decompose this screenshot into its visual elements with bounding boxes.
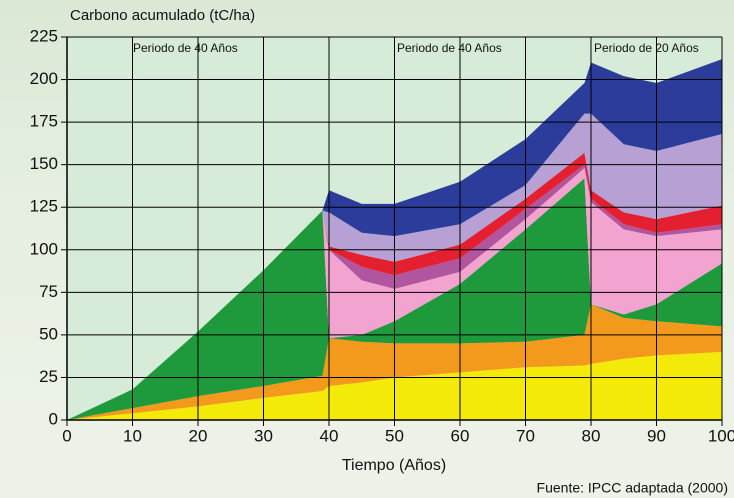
y-tick-label: 50 bbox=[39, 324, 58, 343]
x-tick-label: 30 bbox=[254, 426, 273, 445]
x-tick-label: 40 bbox=[320, 426, 339, 445]
y-tick-label: 125 bbox=[30, 197, 58, 216]
y-tick-label: 200 bbox=[30, 69, 58, 88]
source: Fuente: IPCC adaptada (2000) bbox=[537, 480, 728, 496]
x-tick-label: 100 bbox=[708, 426, 734, 445]
x-tick-label: 10 bbox=[123, 426, 142, 445]
y-tick-label: 0 bbox=[49, 409, 58, 428]
x-tick-label: 60 bbox=[451, 426, 470, 445]
annotation: Periodo de 40 Años bbox=[397, 41, 502, 55]
y-tick-label: 225 bbox=[30, 26, 58, 45]
x-tick-label: 90 bbox=[647, 426, 666, 445]
x-tick-label: 80 bbox=[582, 426, 601, 445]
y-axis-label: Carbono acumulado (tC/ha) bbox=[70, 7, 255, 24]
y-tick-label: 100 bbox=[30, 239, 58, 258]
x-axis-label: Tiempo (Años) bbox=[342, 457, 446, 474]
y-tick-label: 175 bbox=[30, 112, 58, 131]
chart: Carbono acumulado (tC/ha) Tiempo (Años) … bbox=[0, 0, 734, 498]
x-tick-label: 50 bbox=[385, 426, 404, 445]
page: Carbono acumulado (tC/ha) Tiempo (Años) … bbox=[0, 0, 734, 498]
x-tick-label: 70 bbox=[516, 426, 535, 445]
y-tick-label: 150 bbox=[30, 154, 58, 173]
y-tick-label: 75 bbox=[39, 282, 58, 301]
x-tick-label: 0 bbox=[62, 426, 71, 445]
y-tick-label: 25 bbox=[39, 367, 58, 386]
x-tick-label: 20 bbox=[189, 426, 208, 445]
annotation: Periodo de 40 Años bbox=[133, 41, 238, 55]
annotation: Periodo de 20 Años bbox=[594, 41, 699, 55]
